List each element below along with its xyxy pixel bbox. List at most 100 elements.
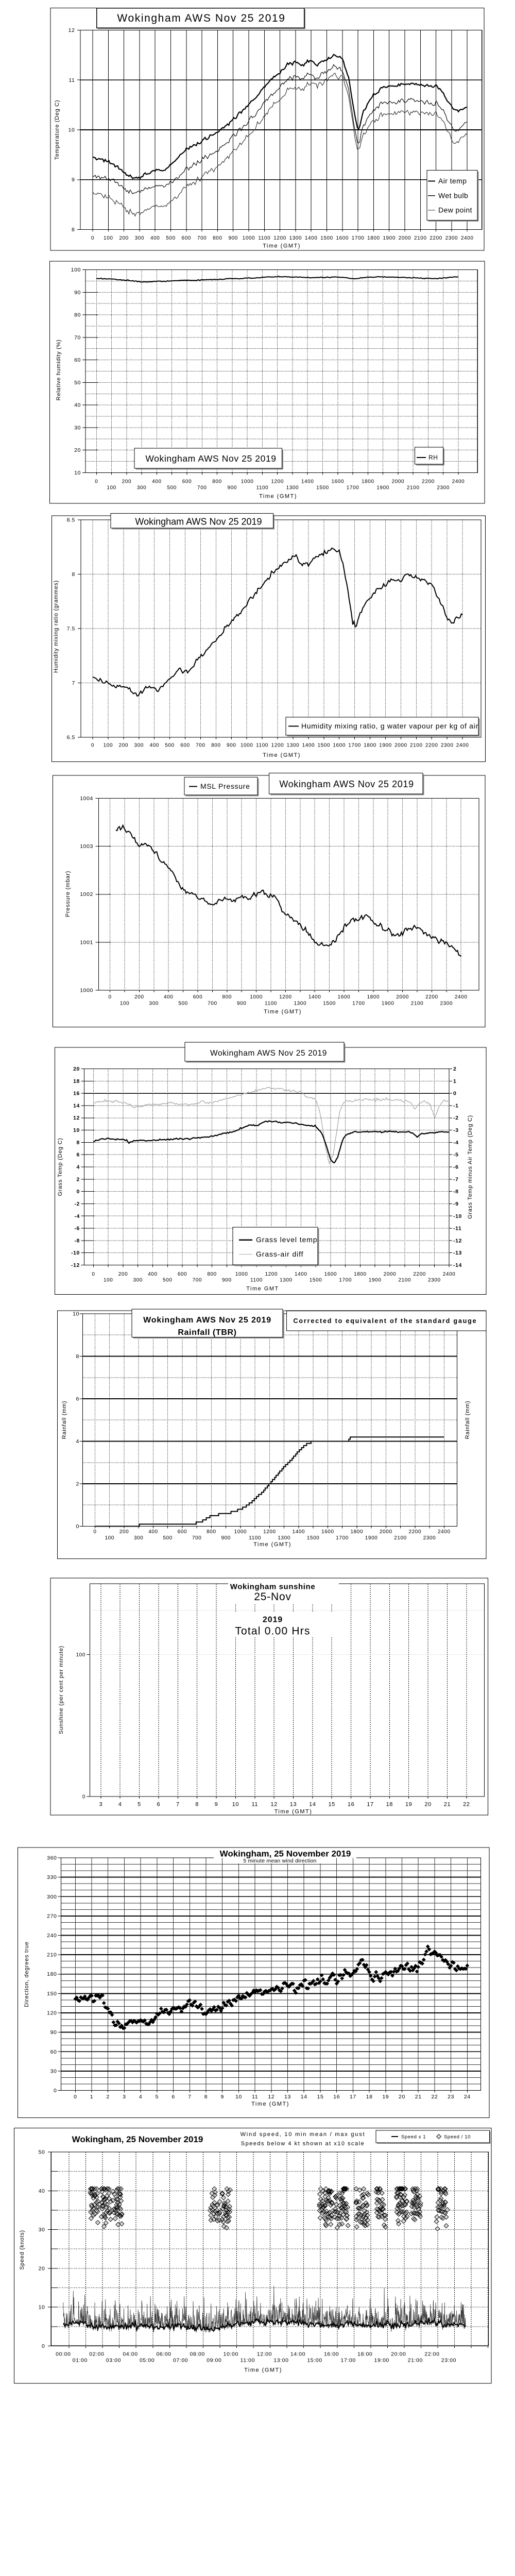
- svg-text:5: 5: [138, 1802, 141, 1808]
- svg-text:1700: 1700: [347, 485, 359, 491]
- svg-text:3: 3: [123, 2094, 126, 2100]
- svg-text:1003: 1003: [80, 843, 93, 850]
- svg-text:80: 80: [74, 312, 81, 318]
- svg-text:8: 8: [77, 1140, 80, 1146]
- svg-text:6: 6: [171, 2094, 175, 2100]
- svg-text:-4: -4: [453, 1140, 459, 1146]
- svg-text:15: 15: [317, 2094, 324, 2100]
- svg-text:60: 60: [50, 2049, 57, 2055]
- svg-text:700: 700: [196, 743, 205, 749]
- svg-text:1: 1: [90, 2094, 93, 2100]
- svg-text:4: 4: [139, 2094, 142, 2100]
- svg-text:23: 23: [448, 2094, 454, 2100]
- svg-text:2200: 2200: [430, 235, 442, 241]
- svg-text:400: 400: [152, 479, 162, 485]
- svg-text:2200: 2200: [425, 743, 438, 749]
- svg-text:2300: 2300: [437, 485, 450, 491]
- svg-text:2200: 2200: [408, 1529, 421, 1535]
- svg-text:900: 900: [237, 1001, 247, 1007]
- svg-text:70: 70: [74, 334, 81, 341]
- svg-text:5 minute mean wind direction: 5 minute mean wind direction: [243, 1858, 316, 1864]
- svg-text:2400: 2400: [452, 479, 465, 485]
- svg-text:1900: 1900: [382, 1001, 394, 1007]
- svg-text:2300: 2300: [423, 1535, 436, 1541]
- svg-text:30: 30: [74, 425, 81, 431]
- svg-text:100: 100: [120, 1001, 130, 1007]
- svg-text:18: 18: [366, 2094, 373, 2100]
- svg-text:1100: 1100: [265, 1001, 277, 1007]
- svg-text:400: 400: [148, 1529, 158, 1535]
- svg-text:Rainfall (mm): Rainfall (mm): [465, 1401, 471, 1439]
- svg-text:1400: 1400: [308, 994, 321, 1000]
- svg-text:1900: 1900: [365, 1535, 378, 1541]
- svg-text:12:00: 12:00: [257, 2351, 272, 2358]
- svg-text:2019: 2019: [263, 1616, 283, 1624]
- svg-text:20: 20: [73, 1066, 80, 1072]
- svg-text:0: 0: [91, 235, 94, 241]
- svg-text:2100: 2100: [407, 485, 420, 491]
- svg-text:00:00: 00:00: [56, 2351, 71, 2358]
- svg-text:50: 50: [74, 380, 81, 386]
- svg-text:16: 16: [73, 1091, 80, 1097]
- svg-text:1200: 1200: [279, 994, 292, 1000]
- svg-text:21:00: 21:00: [408, 2358, 423, 2364]
- svg-text:400: 400: [148, 1272, 158, 1277]
- svg-text:8: 8: [76, 1353, 79, 1360]
- svg-text:300: 300: [134, 743, 144, 749]
- svg-text:4: 4: [77, 1164, 80, 1171]
- svg-text:1400: 1400: [295, 1272, 307, 1277]
- svg-text:240: 240: [47, 1933, 57, 1939]
- svg-text:0: 0: [54, 2088, 57, 2094]
- svg-text:1500: 1500: [323, 1001, 336, 1007]
- svg-text:19: 19: [382, 2094, 389, 2100]
- svg-text:2000: 2000: [392, 479, 405, 485]
- svg-text:300: 300: [135, 235, 145, 241]
- svg-text:Direction, degrees true: Direction, degrees true: [24, 1941, 30, 2007]
- svg-text:11:00: 11:00: [241, 2358, 255, 2364]
- svg-text:700: 700: [208, 1001, 217, 1007]
- svg-text:Wokingham AWS Nov 25 2019: Wokingham AWS Nov 25 2019: [117, 12, 285, 24]
- svg-text:600: 600: [180, 743, 190, 749]
- svg-text:1100: 1100: [256, 485, 268, 491]
- svg-text:700: 700: [197, 485, 207, 491]
- svg-text:-8: -8: [74, 1238, 80, 1244]
- svg-text:Rainfall (mm): Rainfall (mm): [61, 1401, 67, 1439]
- svg-text:Wokingham AWS Nov 25 2019: Wokingham AWS Nov 25 2019: [145, 453, 276, 464]
- svg-text:0: 0: [93, 1529, 96, 1535]
- svg-text:-10: -10: [71, 1250, 80, 1256]
- svg-text:0: 0: [91, 743, 94, 749]
- svg-text:40: 40: [74, 402, 81, 409]
- svg-text:Wokingham sunshine: Wokingham sunshine: [230, 1583, 316, 1591]
- svg-text:1200: 1200: [271, 479, 284, 485]
- svg-text:700: 700: [193, 1278, 202, 1283]
- svg-text:1700: 1700: [348, 743, 361, 749]
- svg-text:1300: 1300: [289, 235, 302, 241]
- svg-text:200: 200: [119, 743, 129, 749]
- svg-text:200: 200: [119, 235, 129, 241]
- svg-text:8.5: 8.5: [67, 517, 75, 523]
- svg-text:1100: 1100: [258, 235, 270, 241]
- svg-text:1300: 1300: [294, 1001, 306, 1007]
- svg-text:1000: 1000: [234, 1529, 247, 1535]
- svg-text:400: 400: [164, 994, 174, 1000]
- svg-text:600: 600: [182, 235, 192, 241]
- svg-text:210: 210: [47, 1952, 57, 1958]
- svg-text:8: 8: [204, 2094, 208, 2100]
- svg-text:100: 100: [104, 235, 113, 241]
- svg-text:Dew point: Dew point: [438, 206, 472, 214]
- svg-text:500: 500: [163, 1535, 173, 1541]
- svg-text:1800: 1800: [350, 1529, 363, 1535]
- svg-text:01:00: 01:00: [73, 2358, 88, 2364]
- svg-text:100: 100: [104, 1278, 113, 1283]
- svg-text:10: 10: [74, 470, 81, 476]
- svg-text:14: 14: [301, 2094, 307, 2100]
- svg-text:Time (GMT): Time (GMT): [263, 243, 301, 249]
- svg-text:900: 900: [228, 485, 237, 491]
- svg-text:0: 0: [95, 479, 98, 485]
- svg-text:300: 300: [47, 1894, 57, 1900]
- svg-text:18:00: 18:00: [357, 2351, 372, 2358]
- svg-text:Time (GMT): Time (GMT): [264, 1009, 302, 1015]
- svg-text:2400: 2400: [455, 994, 468, 1000]
- svg-text:2000: 2000: [399, 235, 411, 241]
- svg-text:11: 11: [252, 2094, 258, 2100]
